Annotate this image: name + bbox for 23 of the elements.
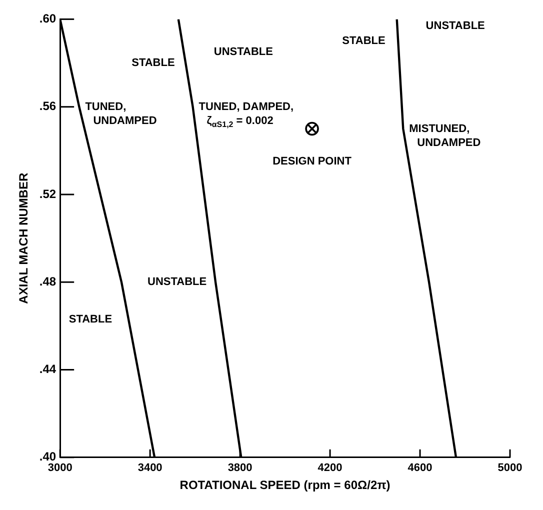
annotation: UNSTABLE: [214, 46, 273, 58]
annotation: UNSTABLE: [148, 276, 207, 288]
y-tick-label: .44: [39, 362, 56, 376]
y-tick-label: .48: [39, 274, 56, 288]
y-tick-label: .52: [39, 186, 56, 201]
x-tick-label: 3400: [138, 462, 162, 474]
y-tick-label: .56: [39, 99, 56, 114]
y-tick-label: .60: [39, 12, 56, 26]
x-tick-label: 3800: [228, 462, 252, 474]
series-label: TUNED, UNDAMPED: [85, 100, 157, 127]
annotation: DESIGN POINT: [272, 156, 352, 168]
annotation: STABLE: [132, 57, 175, 70]
annotation: STABLE: [342, 35, 386, 48]
x-tick-label: 4600: [408, 462, 432, 474]
x-axis-title: ROTATIONAL SPEED (rpm = 60Ω/2π): [180, 478, 390, 492]
annotation: UNSTABLE: [426, 20, 485, 32]
x-tick-label: 5000: [498, 462, 522, 474]
x-tick-label: 4200: [318, 462, 342, 474]
series-label: MISTUNED, UNDAMPED: [409, 122, 481, 149]
y-tick-label: .40: [39, 450, 56, 464]
x-tick-label: 3000: [48, 462, 72, 474]
y-axis-title: AXIAL MACH NUMBER: [16, 172, 31, 304]
annotation: STABLE: [68, 313, 112, 326]
